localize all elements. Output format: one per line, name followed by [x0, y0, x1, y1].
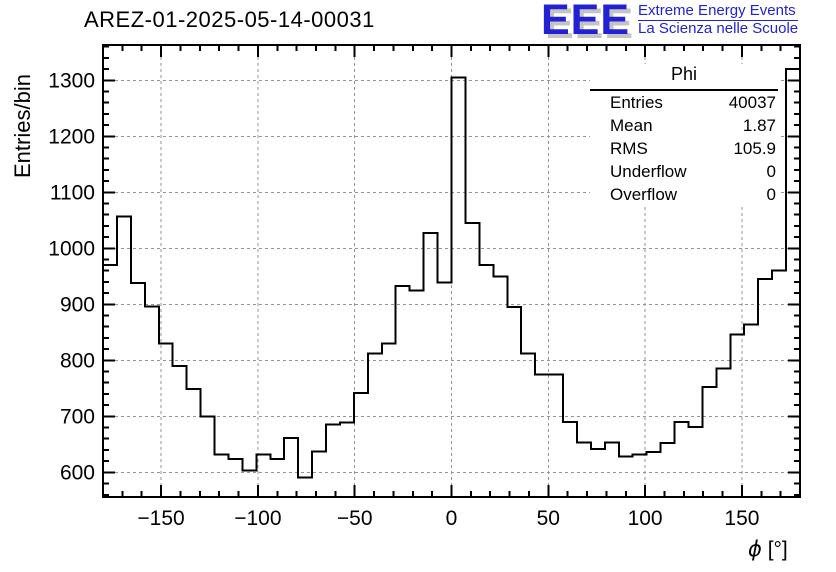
tick-labels: −150 −100 −50 0 50 100 150 600 700 800 900 1000 1100…	[48, 69, 759, 530]
x-axis-label: ϕ [°]	[748, 537, 788, 562]
stats-row-overflow: Overflow 0	[590, 183, 778, 206]
eee-logo-captions: Extreme Energy Events La Scienza nelle S…	[638, 3, 799, 37]
stats-label: Overflow	[610, 184, 678, 204]
y-tick-label: 1300	[48, 69, 95, 92]
stats-box: Phi Entries 40037 Mean 1.87 RMS 105.9 Un…	[590, 64, 778, 206]
stats-label: Mean	[610, 115, 653, 135]
stats-title: Phi	[590, 64, 778, 91]
stats-value: 0	[766, 184, 776, 204]
x-tick-label: 150	[724, 507, 759, 530]
axes-ticks	[102, 44, 801, 498]
x-axis-unit: [°]	[761, 538, 788, 561]
stats-row-mean: Mean 1.87	[590, 114, 778, 137]
y-tick-label: 1200	[48, 125, 95, 148]
stats-value: 0	[766, 161, 776, 181]
phi-symbol: ϕ	[748, 537, 762, 561]
stats-label: RMS	[610, 138, 648, 158]
stats-value: 1.87	[742, 115, 776, 135]
x-tick-label: 0	[446, 507, 458, 530]
y-tick-label: 1000	[48, 237, 95, 260]
plot-title: AREZ-01-2025-05-14-00031	[84, 7, 375, 32]
stats-value: 105.9	[733, 138, 776, 158]
y-tick-label: 600	[60, 461, 95, 484]
x-tick-label: −50	[337, 507, 373, 530]
eee-logo-line1: Extreme Energy Events	[638, 3, 799, 21]
eee-logo-line2: La Scienza nelle Scuole	[638, 20, 799, 37]
y-tick-label: 1100	[50, 181, 95, 204]
x-tick-label: −100	[234, 507, 281, 530]
stats-row-rms: RMS 105.9	[590, 137, 778, 160]
stats-row-underflow: Underflow 0	[590, 160, 778, 183]
x-tick-label: 50	[537, 507, 560, 530]
eee-logo: EEE Extreme Energy Events La Scienza nel…	[541, 0, 799, 44]
stats-label: Underflow	[610, 161, 687, 181]
stats-label: Entries	[610, 92, 663, 112]
y-axis-label: Entries/bin	[10, 74, 35, 178]
y-tick-label: 800	[60, 349, 95, 372]
histogram-line	[103, 68, 800, 479]
stats-value: 40037	[728, 92, 776, 112]
y-tick-label: 900	[60, 293, 95, 316]
y-tick-label: 700	[60, 405, 95, 428]
stats-row-entries: Entries 40037	[590, 91, 778, 114]
x-tick-label: 100	[628, 507, 663, 530]
eee-logo-text: EEE	[541, 0, 631, 44]
x-tick-label: −150	[137, 507, 184, 530]
